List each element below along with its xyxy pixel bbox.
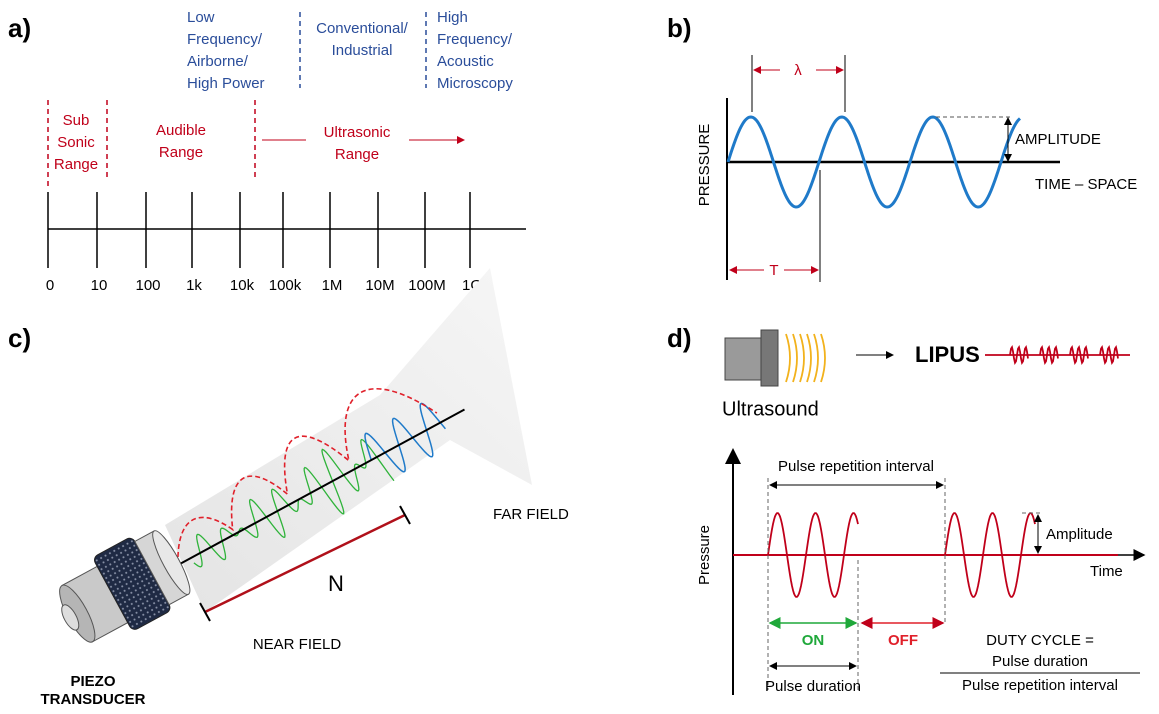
pri-label: Pulse repetition interval <box>778 458 934 475</box>
tick-label: 10k <box>230 277 255 294</box>
band-label: Frequency/ <box>437 31 513 48</box>
wavelength-label: λ <box>794 62 802 79</box>
band-label: Frequency/ <box>187 31 263 48</box>
beam-waves <box>177 388 465 568</box>
range-label: Range <box>54 156 98 173</box>
band-label: Airborne/ <box>187 53 249 70</box>
ultrasound-icon <box>724 329 826 387</box>
amplitude-label: AMPLITUDE <box>1015 131 1101 148</box>
panel-label: c) <box>8 323 31 353</box>
band-label: High <box>437 9 468 26</box>
wavelength-markers <box>751 55 846 112</box>
band-label: High Power <box>187 75 265 92</box>
range-dividers <box>47 100 256 190</box>
lipus-label: LIPUS <box>915 342 980 367</box>
tick-label: 10M <box>365 277 394 294</box>
period-label: T <box>769 262 778 279</box>
y-axis-label: PRESSURE <box>696 124 713 207</box>
range-label: Range <box>335 146 379 163</box>
tick-label: 100M <box>408 277 446 294</box>
range-label: Range <box>159 144 203 161</box>
band-label: Acoustic <box>437 53 494 70</box>
band-label: Low <box>187 9 215 26</box>
range-label: Ultrasonic <box>324 124 391 141</box>
near-length-label: N <box>328 571 344 596</box>
ultrasound-label: Ultrasound <box>722 398 819 420</box>
off-label: OFF <box>888 632 918 649</box>
duty-cycle-label: DUTY CYCLE = <box>986 632 1094 649</box>
lipus-wave <box>985 344 1130 366</box>
band-label: Industrial <box>332 42 393 59</box>
on-label: ON <box>802 632 825 649</box>
x-axis-label: TIME – SPACE <box>1035 176 1137 193</box>
panel-label: d) <box>667 323 692 353</box>
tick-label: 100 <box>135 277 160 294</box>
panel-label: a) <box>8 13 31 43</box>
range-label: Sonic <box>57 134 95 151</box>
duty-cycle-numerator: Pulse duration <box>992 653 1088 670</box>
band-label: Microscopy <box>437 75 513 92</box>
tick-label: 0 <box>46 277 54 294</box>
transducer-label: TRANSDUCER <box>41 691 146 708</box>
duty-cycle-denominator: Pulse repetition interval <box>962 677 1118 694</box>
near-field-caps <box>199 505 411 622</box>
wave <box>726 115 1022 209</box>
pulses <box>767 512 1036 598</box>
tick-label: 1k <box>186 277 202 294</box>
beam <box>165 268 532 612</box>
panel-label: b) <box>667 13 692 43</box>
band-label: Conventional/ <box>316 20 409 37</box>
band-dividers <box>299 12 427 88</box>
transducer-label: PIEZO <box>70 673 115 690</box>
duration-label: Pulse duration <box>765 678 861 695</box>
y-axis-label: Pressure <box>696 525 713 585</box>
near-field-label: NEAR FIELD <box>253 636 342 653</box>
tick-label: 100k <box>269 277 302 294</box>
tick-label: 10 <box>91 277 108 294</box>
far-field-label: FAR FIELD <box>493 506 569 523</box>
tick-label: 1M <box>322 277 343 294</box>
near-field-line <box>204 513 406 614</box>
x-axis-label: Time <box>1090 563 1123 580</box>
guides <box>767 478 1040 690</box>
range-label: Audible <box>156 122 206 139</box>
amplitude-label: Amplitude <box>1046 526 1113 543</box>
transducer <box>59 530 191 643</box>
range-label: Sub <box>63 112 90 129</box>
